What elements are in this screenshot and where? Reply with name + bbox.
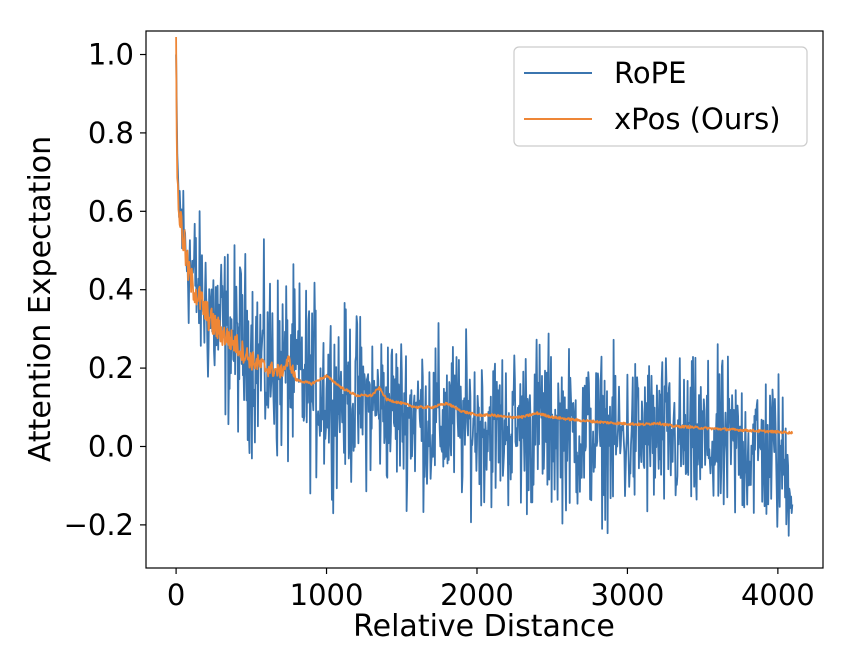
legend-label-rope: RoPE: [614, 56, 686, 90]
plot-lines: [175, 36, 794, 537]
series-line-xpos: [175, 36, 794, 435]
y-tick-label: 1.0: [88, 38, 134, 72]
y-axis-ticks: −0.2 0.0 0.2 0.4 0.6 0.8 1.0: [64, 38, 146, 542]
y-axis-title: Attention Expectation: [23, 136, 58, 462]
legend-box: [513, 46, 808, 147]
legend: RoPE xPos (Ours): [513, 46, 808, 147]
y-tick-label: 0.2: [88, 351, 134, 385]
y-tick-label: 0.4: [88, 273, 134, 307]
x-tick-label: 2000: [440, 578, 514, 612]
y-tick-label: −0.2: [64, 508, 134, 542]
x-tick-label: 3000: [591, 578, 665, 612]
x-axis-title: Relative Distance: [353, 609, 615, 644]
x-axis-ticks: 0 1000 2000 3000 4000: [167, 568, 815, 612]
x-tick-label: 4000: [741, 578, 815, 612]
x-tick-label: 1000: [290, 578, 364, 612]
y-tick-label: 0.6: [88, 194, 134, 228]
legend-label-xpos: xPos (Ours): [614, 102, 781, 136]
series-line-rope: [175, 54, 794, 537]
y-tick-label: 0.0: [88, 429, 134, 463]
y-tick-label: 0.8: [88, 116, 134, 150]
plot-frame: [145, 30, 824, 569]
x-tick-label: 0: [167, 578, 185, 612]
